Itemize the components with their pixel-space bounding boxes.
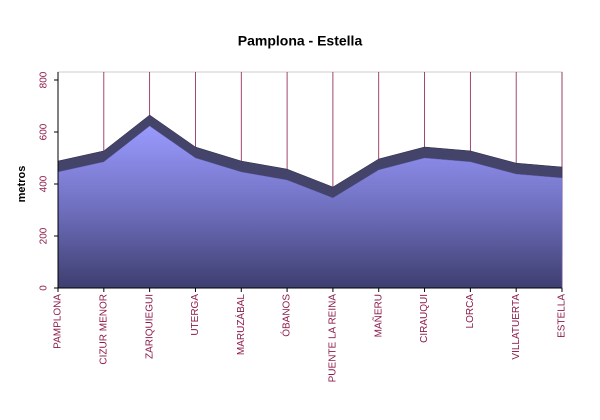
x-tick-label: PAMPLONA [53, 294, 64, 349]
y-tick-label: 800 [39, 71, 50, 88]
x-tick-label: ÓBANOS [280, 294, 293, 337]
chart-title: Pamplona - Estella [238, 33, 363, 49]
x-tick-label: PUENTE LA REINA [328, 294, 339, 383]
x-tick-label: UTERGA [190, 294, 201, 336]
x-tick-label: ZARIQUIEGUI [144, 294, 155, 359]
x-tick-label: MAÑERU [371, 294, 384, 337]
y-tick-label: 200 [39, 227, 50, 244]
area [57, 125, 563, 289]
x-tick-label: VILLATUERTA [511, 294, 522, 360]
y-axis-title: metros [16, 166, 28, 203]
y-tick-label: 400 [39, 175, 50, 192]
y-tick-label: 600 [39, 123, 50, 140]
x-tick-label: CIZUR MENOR [98, 294, 109, 365]
x-tick-label: CIRAUQUI [419, 294, 430, 343]
x-tick-label: ESTELLA [557, 294, 568, 338]
x-tick-label: LORCA [465, 294, 476, 329]
y-tick-label: 0 [39, 285, 50, 291]
x-tick-label: MARUZÁBAL [234, 294, 247, 356]
